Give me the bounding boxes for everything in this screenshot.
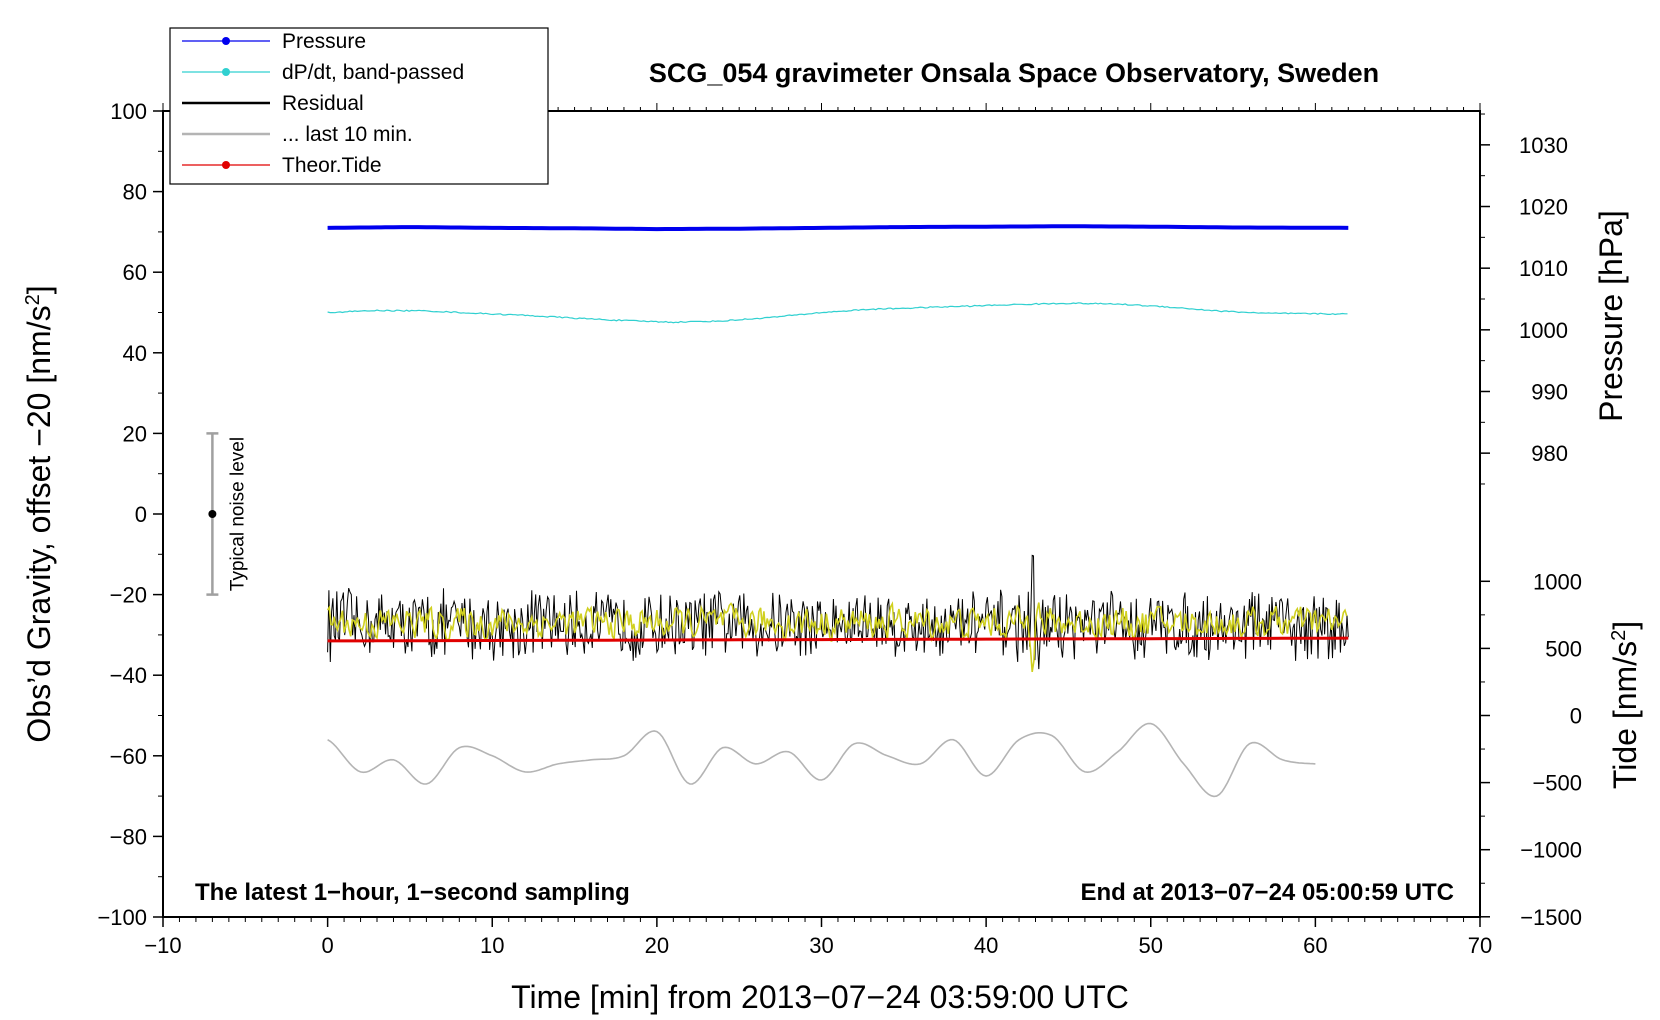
y-axis-title-left: Obs’d Gravity, offset −20 [nm/s2] bbox=[21, 285, 57, 742]
legend-swatch-marker bbox=[222, 161, 230, 169]
x-tick-label: 40 bbox=[974, 933, 998, 958]
x-axis-title: Time [min] from 2013−07−24 03:59:00 UTC bbox=[511, 979, 1129, 1015]
noise-center-dot bbox=[208, 510, 217, 518]
series-residual-filtered bbox=[326, 601, 1348, 673]
y-tick-label: −60 bbox=[110, 744, 147, 769]
y-tick-label: 0 bbox=[135, 502, 147, 527]
series-residual bbox=[327, 554, 1349, 670]
y-tick-label: 40 bbox=[123, 341, 147, 366]
noise-level-indicator: Typical noise level bbox=[206, 432, 248, 596]
series-dpdt bbox=[327, 302, 1348, 324]
x-tick-label: 50 bbox=[1139, 933, 1163, 958]
pressure-tick-label: 990 bbox=[1531, 379, 1568, 404]
series-theor-tide bbox=[327, 636, 1349, 643]
tide-tick-label: −1500 bbox=[1520, 905, 1582, 930]
x-tick-label: 70 bbox=[1468, 933, 1492, 958]
legend: Pressure dP/dt, band-passed Residual ... la… bbox=[169, 27, 549, 185]
y-tick-label: 80 bbox=[123, 180, 147, 205]
series-pressure bbox=[327, 224, 1349, 232]
series-layer bbox=[326, 224, 1349, 798]
y-axis-title-tide-close: ] bbox=[1607, 621, 1643, 630]
annotation-left: The latest 1−hour, 1−second sampling bbox=[195, 879, 630, 906]
annotation-right: End at 2013−07−24 05:00:59 UTC bbox=[1080, 879, 1454, 906]
tide-tick-label: −500 bbox=[1532, 771, 1582, 796]
y-tick-label: 20 bbox=[123, 421, 147, 446]
y-axis-title-tide-sup: 2 bbox=[1608, 630, 1630, 641]
y-tick-label: 60 bbox=[123, 260, 147, 285]
legend-swatch-marker bbox=[222, 68, 230, 76]
y-axis-title-tide-main: Tide [nm/s bbox=[1607, 641, 1643, 789]
legend-label: ... last 10 min. bbox=[282, 123, 413, 146]
x-tick-label: 20 bbox=[645, 933, 669, 958]
legend-label: Theor.Tide bbox=[282, 154, 382, 177]
tide-tick-label: 500 bbox=[1545, 636, 1582, 661]
ticks-layer: −10 0 10 20 30 40 50 60 70100806040200−20−40−60−… bbox=[97, 99, 1582, 958]
pressure-tick-label: 1020 bbox=[1519, 195, 1568, 220]
y-axis-title-pressure: Pressure [hPa] bbox=[1593, 210, 1629, 422]
noise-label: Typical noise level bbox=[227, 437, 248, 591]
pressure-tick-label: 1000 bbox=[1519, 318, 1568, 343]
legend-box bbox=[169, 27, 549, 185]
y-axis-title-left-close: ] bbox=[21, 285, 57, 294]
x-tick-label: 10 bbox=[480, 933, 504, 958]
x-tick-label: −10 bbox=[144, 933, 181, 958]
tide-tick-label: 1000 bbox=[1533, 569, 1582, 594]
pressure-tick-label: 980 bbox=[1531, 441, 1568, 466]
legend-label: Residual bbox=[282, 92, 364, 115]
legend-swatch-marker bbox=[222, 37, 230, 45]
y-axis-title-tide: Tide [nm/s2] bbox=[1607, 621, 1643, 789]
tide-tick-label: 0 bbox=[1570, 704, 1582, 729]
pressure-tick-label: 1030 bbox=[1519, 133, 1568, 158]
series-last-10-min bbox=[327, 722, 1316, 798]
y-tick-label: −40 bbox=[110, 663, 147, 688]
x-tick-label: 60 bbox=[1303, 933, 1327, 958]
y-axis-title-left-sup: 2 bbox=[22, 294, 44, 305]
x-tick-label: 30 bbox=[809, 933, 833, 958]
y-axis-title-left-main: Obs’d Gravity, offset −20 [nm/s bbox=[21, 305, 57, 742]
y-tick-label: −20 bbox=[110, 583, 147, 608]
pressure-tick-label: 1010 bbox=[1519, 256, 1568, 281]
y-tick-label: 100 bbox=[110, 99, 147, 124]
legend-label: dP/dt, band-passed bbox=[282, 61, 464, 84]
chart-title: SCG_054 gravimeter Onsala Space Observat… bbox=[649, 58, 1379, 88]
y-tick-label: −80 bbox=[110, 824, 147, 849]
tide-tick-label: −1000 bbox=[1520, 838, 1582, 863]
x-tick-label: 0 bbox=[322, 933, 334, 958]
y-tick-label: −100 bbox=[97, 905, 147, 930]
legend-label: Pressure bbox=[282, 30, 366, 53]
